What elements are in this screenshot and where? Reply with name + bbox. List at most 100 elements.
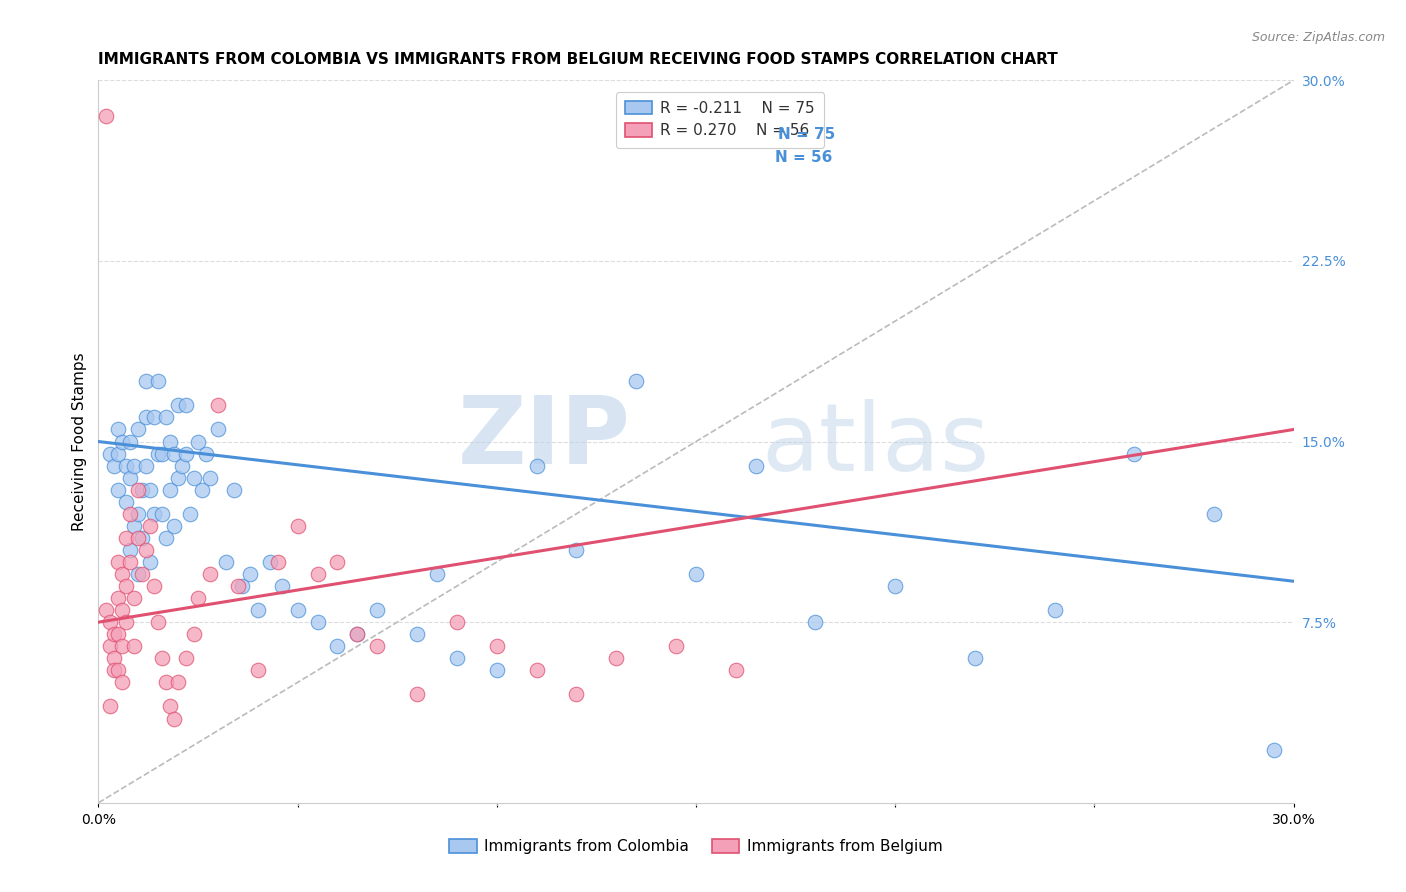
Point [107, 591, 129, 605]
Point [406, 687, 429, 701]
Point [98, 615, 122, 630]
Point [148, 374, 170, 388]
Point [124, 639, 146, 653]
Point [685, 567, 707, 582]
Point [346, 627, 368, 641]
Text: atlas: atlas [762, 399, 990, 491]
Point [135, 374, 157, 388]
Point [167, 398, 190, 412]
Point [406, 627, 429, 641]
Point [150, 446, 173, 460]
Point [426, 567, 449, 582]
Point [127, 507, 149, 521]
Point [127, 531, 149, 545]
Point [115, 579, 138, 593]
Point [103, 627, 125, 641]
Point [111, 434, 134, 449]
Point [143, 579, 166, 593]
Point [155, 531, 177, 545]
Point [159, 434, 181, 449]
Point [148, 446, 170, 460]
Point [127, 567, 149, 582]
Point [565, 542, 588, 557]
Point [307, 615, 329, 630]
Point [107, 627, 129, 641]
Point [222, 483, 245, 497]
Point [231, 579, 253, 593]
Point [198, 470, 221, 484]
Point [139, 483, 162, 497]
Point [107, 664, 129, 678]
Point [346, 627, 368, 641]
Point [366, 603, 388, 617]
Point [124, 591, 146, 605]
Text: N = 56: N = 56 [775, 150, 832, 165]
Text: Source: ZipAtlas.com: Source: ZipAtlas.com [1251, 31, 1385, 45]
Legend: Immigrants from Colombia, Immigrants from Belgium: Immigrants from Colombia, Immigrants fro… [443, 833, 949, 860]
Point [665, 639, 688, 653]
Point [135, 410, 157, 425]
Point [155, 675, 177, 690]
Point [191, 483, 214, 497]
Point [131, 531, 153, 545]
Point [246, 664, 269, 678]
Point [127, 483, 149, 497]
Point [724, 664, 747, 678]
Point [98, 446, 122, 460]
Point [111, 639, 134, 653]
Point [195, 446, 218, 460]
Point [172, 458, 194, 473]
Point [187, 434, 209, 449]
Point [159, 483, 181, 497]
Point [143, 507, 166, 521]
Point [526, 664, 548, 678]
Point [103, 664, 125, 678]
Point [239, 567, 262, 582]
Point [287, 518, 309, 533]
Point [485, 639, 508, 653]
Point [103, 458, 125, 473]
Point [183, 627, 205, 641]
Point [124, 518, 146, 533]
Point [111, 603, 134, 617]
Point [111, 675, 134, 690]
Point [120, 434, 142, 449]
Point [135, 542, 157, 557]
Point [139, 518, 162, 533]
Point [131, 483, 153, 497]
Point [605, 651, 627, 665]
Point [163, 712, 186, 726]
Point [174, 651, 197, 665]
Point [107, 555, 129, 569]
Point [267, 555, 290, 569]
Point [485, 664, 508, 678]
Point [107, 446, 129, 460]
Point [366, 639, 388, 653]
Point [163, 446, 186, 460]
Point [1202, 507, 1225, 521]
Point [526, 458, 548, 473]
Point [963, 651, 986, 665]
Point [163, 518, 186, 533]
Point [246, 603, 269, 617]
Point [307, 567, 329, 582]
Point [98, 639, 122, 653]
Point [103, 651, 125, 665]
Point [120, 470, 142, 484]
Point [179, 507, 201, 521]
Point [446, 651, 468, 665]
Point [115, 494, 138, 508]
Point [174, 446, 197, 460]
Point [135, 458, 157, 473]
Point [183, 470, 205, 484]
Point [174, 398, 197, 412]
Point [159, 699, 181, 714]
Point [107, 483, 129, 497]
Point [139, 555, 162, 569]
Point [884, 579, 907, 593]
Point [155, 410, 177, 425]
Point [326, 639, 349, 653]
Y-axis label: Receiving Food Stamps: Receiving Food Stamps [72, 352, 87, 531]
Point [143, 410, 166, 425]
Point [215, 555, 238, 569]
